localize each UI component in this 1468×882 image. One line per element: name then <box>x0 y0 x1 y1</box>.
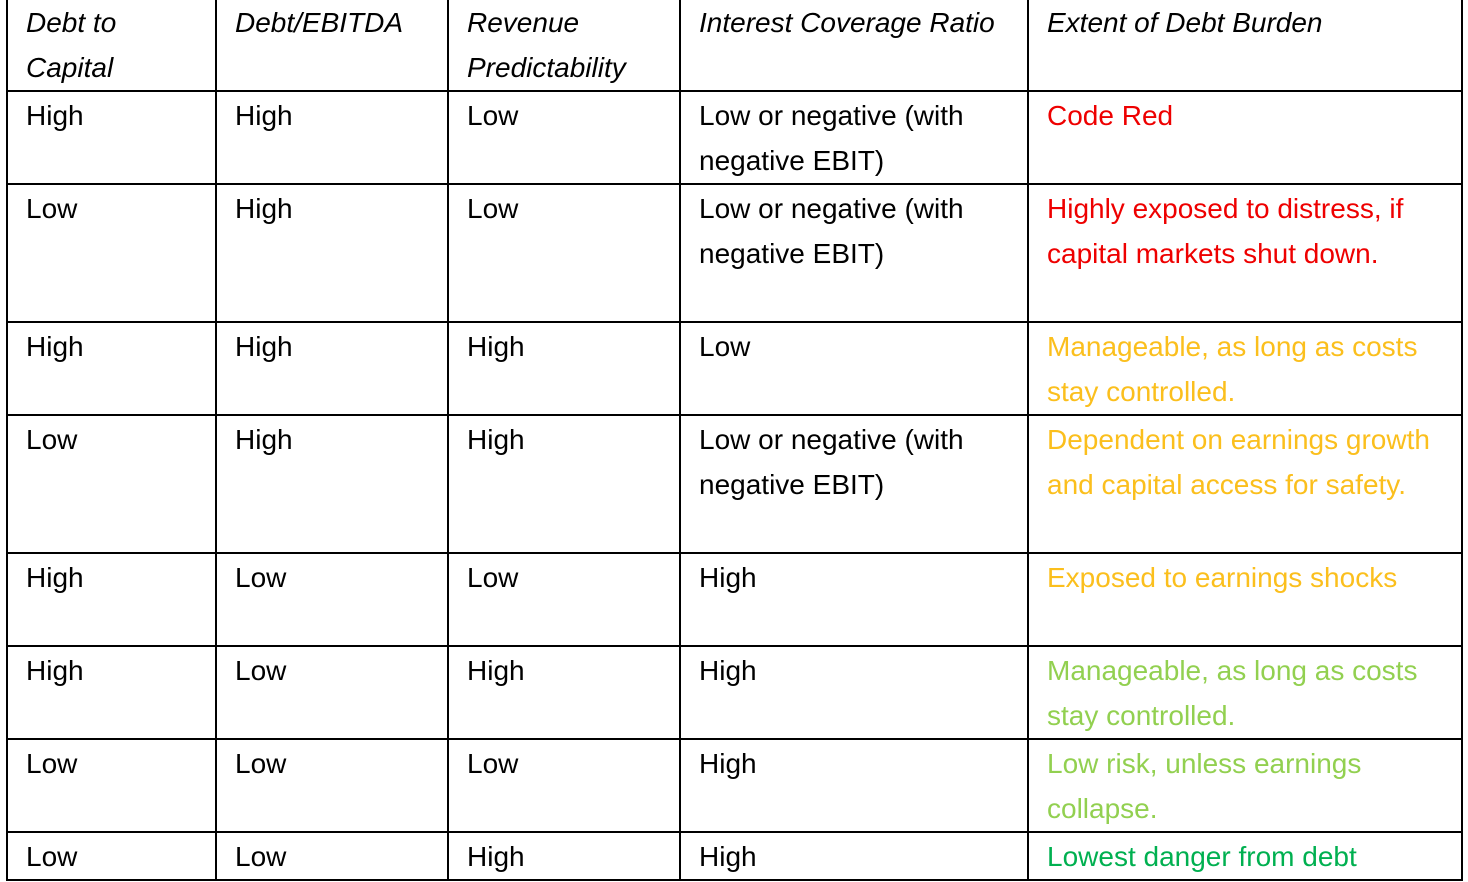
debt-table: Debt to Capital Debt/EBITDA Revenue Predic… <box>6 0 1463 881</box>
cell: High <box>447 321 681 416</box>
cell: High <box>6 321 217 416</box>
table-body: High High Low Low or negative (with negativ… <box>6 90 1463 881</box>
cell: High <box>447 831 681 881</box>
burden-cell: Lowest danger from debt <box>1027 831 1463 881</box>
header-cell: Extent of Debt Burden <box>1027 0 1463 92</box>
table-row: High Low High High Manageable, as long as co… <box>6 645 1463 740</box>
table-row: High Low Low High Exposed to earnings shocks <box>6 552 1463 647</box>
header-row: Debt to Capital Debt/EBITDA Revenue Predic… <box>6 0 1463 92</box>
burden-cell: Manageable, as long as costs stay contro… <box>1027 645 1463 740</box>
cell: High <box>215 321 449 416</box>
cell: High <box>215 183 449 323</box>
cell: Low <box>215 645 449 740</box>
table-row: High High Low Low or negative (with negativ… <box>6 90 1463 185</box>
cell: High <box>679 831 1029 881</box>
cell: High <box>447 645 681 740</box>
cell: Low <box>447 552 681 647</box>
header-cell: Debt to Capital <box>6 0 217 92</box>
cell: Low <box>215 831 449 881</box>
table-row: High High High Low Manageable, as long as co… <box>6 321 1463 416</box>
cell: Low <box>6 183 217 323</box>
burden-cell: Manageable, as long as costs stay contro… <box>1027 321 1463 416</box>
burden-cell: Exposed to earnings shocks <box>1027 552 1463 647</box>
cell: Low <box>447 738 681 833</box>
header-cell: Debt/EBITDA <box>215 0 449 92</box>
cell: Low <box>6 414 217 554</box>
cell: Low <box>215 738 449 833</box>
table-row: Low Low High High Lowest danger from debt <box>6 831 1463 881</box>
cell: High <box>6 645 217 740</box>
cell: Low <box>6 738 217 833</box>
burden-cell: Code Red <box>1027 90 1463 185</box>
table-row: Low Low Low High Low risk, unless earnings c… <box>6 738 1463 833</box>
cell: Low <box>447 90 681 185</box>
cell: High <box>6 90 217 185</box>
burden-cell: Low risk, unless earnings collapse. <box>1027 738 1463 833</box>
header-cell: Revenue Predictability <box>447 0 681 92</box>
cell: High <box>215 414 449 554</box>
cell: High <box>6 552 217 647</box>
cell: Low <box>679 321 1029 416</box>
cell: Low or negative (with negative EBIT) <box>679 414 1029 554</box>
cell: Low <box>447 183 681 323</box>
cell: High <box>447 414 681 554</box>
table-row: Low High Low Low or negative (with negative… <box>6 183 1463 323</box>
burden-cell: Dependent on earnings growth and capital… <box>1027 414 1463 554</box>
cell: High <box>215 90 449 185</box>
cell: Low <box>215 552 449 647</box>
cell: High <box>679 552 1029 647</box>
cell: Low <box>6 831 217 881</box>
cell: Low or negative (with negative EBIT) <box>679 183 1029 323</box>
cell: High <box>679 738 1029 833</box>
cell: High <box>679 645 1029 740</box>
burden-cell: Highly exposed to distress, if capital m… <box>1027 183 1463 323</box>
header-cell: Interest Coverage Ratio <box>679 0 1029 92</box>
table-row: Low High High Low or negative (with negativ… <box>6 414 1463 554</box>
cell: Low or negative (with negative EBIT) <box>679 90 1029 185</box>
